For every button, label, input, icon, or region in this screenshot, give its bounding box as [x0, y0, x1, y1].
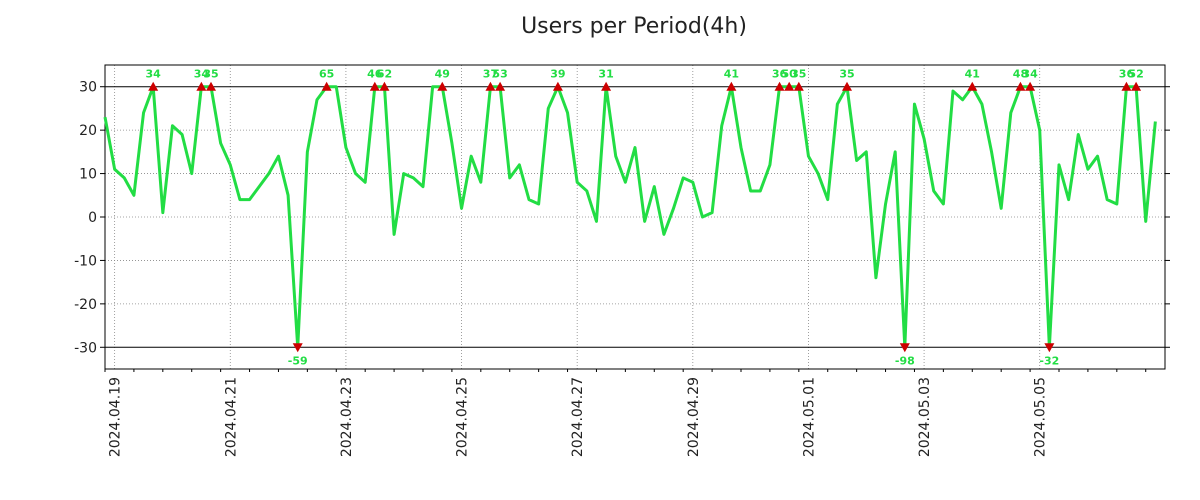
peak-label: 34 [1022, 68, 1038, 81]
grid-layer [105, 65, 1165, 369]
y-tick-label: -30 [74, 340, 97, 356]
x-tick-label: 2024.04.23 [339, 377, 355, 457]
marker-layer [148, 81, 1142, 353]
peak-marker [842, 81, 852, 91]
peak-label: 39 [550, 68, 565, 81]
y-tick-label: 10 [79, 167, 97, 183]
peak-marker [967, 81, 978, 91]
x-tick-label: 2024.05.01 [801, 377, 817, 457]
x-tick-label: 2024.04.29 [686, 377, 702, 457]
peak-label: 41 [724, 68, 739, 81]
peak-marker [485, 81, 496, 91]
peak-label: 46 [367, 68, 383, 81]
peak-label: 35 [791, 68, 806, 81]
peak-marker [148, 81, 159, 91]
peak-marker [726, 81, 737, 91]
trough-label: -32 [1039, 354, 1059, 367]
peak-marker [601, 81, 612, 91]
peak-label: 34 [194, 68, 210, 81]
peak-marker [1121, 81, 1132, 91]
y-tick-label: -20 [74, 297, 97, 313]
peak-marker [369, 81, 380, 91]
trough-marker [1044, 343, 1055, 353]
x-tick-label: 2024.04.19 [108, 377, 124, 457]
peak-label: 36 [1119, 68, 1135, 81]
peak-label: 48 [1013, 68, 1028, 81]
peak-label: 37 [483, 68, 498, 81]
y-tick-label: 30 [79, 80, 97, 96]
peak-label: 62 [377, 68, 392, 81]
peak-label: 35 [839, 68, 854, 81]
chart-title: Users per Period(4h) [521, 14, 747, 39]
peak-marker [495, 81, 506, 91]
peak-label: 36 [772, 68, 788, 81]
axis-layer: 30 20 10 0 -10 -20 -30 2024.04.19 2024.04.21 2024… [74, 64, 1170, 457]
peak-label: 35 [203, 68, 218, 81]
peak-marker [437, 81, 448, 91]
peak-label: 53 [492, 68, 507, 81]
peak-marker [196, 81, 207, 91]
peak-label: 49 [435, 68, 450, 81]
x-tick-label: 2024.05.05 [1033, 377, 1049, 457]
peak-marker [1131, 81, 1142, 91]
peak-label: 50 [782, 68, 798, 81]
trough-marker [292, 343, 303, 353]
peak-marker [321, 81, 332, 91]
peak-marker [379, 81, 390, 91]
peak-marker [206, 81, 216, 91]
peak-marker [1015, 81, 1026, 91]
x-tick-label: 2024.05.03 [917, 377, 933, 457]
line-layer [103, 85, 1157, 349]
peak-label: 41 [965, 68, 980, 81]
peak-label: 65 [319, 68, 334, 81]
peak-marker [774, 81, 785, 91]
y-tick-label: 0 [88, 210, 97, 226]
series-line [103, 85, 1157, 349]
y-tick-label: 20 [79, 123, 97, 139]
peak-label: 34 [146, 68, 162, 81]
peak-marker [784, 81, 795, 91]
trough-label: -98 [895, 354, 915, 367]
peak-marker [552, 81, 563, 91]
y-tick-label: -10 [74, 253, 97, 269]
peak-marker [1025, 81, 1036, 91]
trough-marker [899, 343, 910, 353]
peak-label: 31 [598, 68, 613, 81]
trough-label: -59 [288, 354, 308, 367]
x-tick-label: 2024.04.21 [223, 377, 239, 457]
x-tick-label: 2024.04.25 [455, 377, 471, 457]
peak-marker [793, 81, 804, 91]
x-tick-label: 2024.04.27 [570, 377, 586, 457]
plot-frame [104, 64, 1166, 370]
peak-label: 52 [1128, 68, 1143, 81]
